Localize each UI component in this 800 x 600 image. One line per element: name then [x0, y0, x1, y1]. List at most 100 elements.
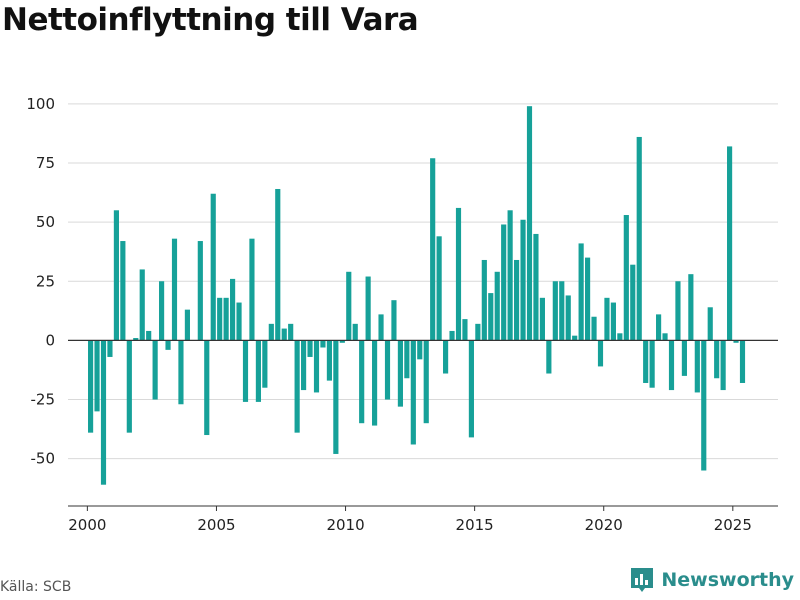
bar — [268, 323, 274, 341]
bar — [681, 340, 687, 376]
bar — [623, 215, 629, 341]
bar — [217, 297, 223, 341]
bar — [572, 335, 578, 341]
brand-name: Newsworthy — [661, 569, 794, 591]
chart-title: Nettoinflyttning till Vara — [2, 2, 419, 38]
x-tick-label: 2005 — [197, 516, 235, 534]
bar — [113, 210, 119, 341]
bar — [326, 340, 332, 381]
bar — [668, 340, 675, 391]
bar — [694, 340, 700, 393]
bar — [675, 281, 681, 341]
bar — [494, 271, 500, 341]
bar — [384, 340, 391, 400]
bar — [443, 340, 449, 374]
bar — [436, 236, 442, 341]
bar — [210, 193, 216, 341]
bar — [720, 340, 726, 391]
axes — [68, 339, 778, 511]
bar — [262, 340, 268, 388]
y-tick-label: 25 — [36, 272, 55, 290]
bar — [462, 319, 468, 341]
bar — [520, 219, 526, 341]
brand-logo[interactable]: Newsworthy — [629, 566, 794, 594]
bar — [733, 340, 739, 343]
source-note: Källa: SCB — [0, 579, 72, 595]
bar — [301, 340, 307, 391]
bar — [585, 257, 591, 341]
bar — [636, 136, 642, 341]
bar — [313, 340, 320, 393]
bar — [481, 259, 487, 341]
bar — [146, 330, 152, 341]
bar — [359, 340, 365, 424]
bar — [391, 300, 397, 341]
bar — [107, 340, 113, 357]
bar — [372, 340, 378, 426]
gridlines — [68, 103, 778, 460]
bar — [120, 241, 126, 341]
bar — [701, 340, 707, 471]
bar — [514, 259, 520, 341]
bar — [533, 233, 539, 341]
x-tick-label: 2015 — [456, 516, 494, 534]
bar — [223, 297, 229, 341]
bar — [449, 330, 455, 341]
bar — [423, 340, 429, 424]
x-tick-label: 2010 — [326, 516, 364, 534]
bar — [126, 340, 132, 433]
bar — [539, 297, 545, 341]
bar — [236, 302, 242, 341]
bar — [152, 340, 158, 400]
bar — [526, 106, 533, 341]
bar — [501, 224, 507, 341]
bar — [546, 340, 552, 374]
bar — [727, 146, 733, 341]
bar — [578, 243, 584, 341]
bar — [184, 309, 190, 341]
bar — [468, 340, 474, 438]
bar — [94, 340, 100, 412]
bar — [230, 278, 236, 341]
y-tick-label: -50 — [31, 450, 56, 468]
bar — [559, 281, 565, 341]
bar — [365, 276, 371, 341]
x-tick-label: 2000 — [68, 516, 106, 534]
bar — [430, 158, 436, 341]
bar — [197, 241, 203, 341]
x-tick-label: 2020 — [585, 516, 623, 534]
bar — [204, 340, 210, 436]
bar — [688, 274, 694, 341]
bars — [88, 106, 746, 485]
bar — [397, 340, 403, 407]
bar — [475, 323, 481, 341]
bar — [255, 340, 261, 402]
bar — [88, 340, 94, 433]
bar — [630, 264, 636, 341]
bar — [714, 340, 720, 379]
newsworthy-logo-icon — [631, 568, 654, 592]
bar — [643, 340, 649, 383]
y-tick-label: 0 — [45, 331, 55, 349]
bar — [707, 307, 713, 341]
bar — [649, 340, 655, 388]
bar — [139, 269, 145, 341]
bar — [455, 207, 462, 341]
bar — [100, 340, 107, 485]
bar — [591, 316, 597, 341]
bar — [242, 340, 249, 402]
bar — [307, 340, 313, 357]
y-tick-label: 100 — [26, 95, 55, 113]
bar — [346, 271, 352, 341]
bar — [417, 340, 423, 360]
bar — [565, 295, 571, 341]
bar — [617, 333, 623, 341]
bar — [294, 340, 300, 433]
bar — [165, 340, 171, 350]
y-tick-label: 75 — [36, 154, 55, 172]
bar — [352, 323, 358, 341]
bar — [597, 340, 604, 367]
bar — [410, 340, 416, 445]
bar — [281, 328, 287, 341]
